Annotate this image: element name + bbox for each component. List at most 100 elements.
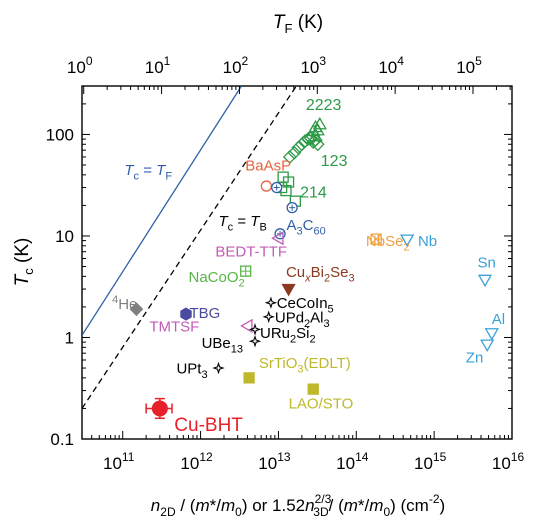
data-point <box>303 131 318 146</box>
marker-shape <box>129 302 144 317</box>
top-tick-label: 105 <box>456 54 482 77</box>
marker-shape <box>248 334 262 348</box>
tc-equals-tf-line <box>82 86 242 336</box>
label-tc-tb: Tc = TB <box>219 213 267 234</box>
top-tick-label: 101 <box>145 54 171 77</box>
label-ube13: UBe13 <box>202 335 243 356</box>
marker-shape <box>281 283 296 297</box>
marker-shape <box>243 372 255 384</box>
x-tick-label: 1012 <box>180 450 213 473</box>
y-tick-label: 1 <box>65 328 74 347</box>
data-point <box>282 150 297 164</box>
marker-shape <box>291 140 306 155</box>
label-cuxbi2se3: CuxBi2Se3 <box>286 264 355 285</box>
marker-shape <box>312 116 327 130</box>
label-al: Al <box>492 311 505 328</box>
data-point <box>248 334 262 348</box>
top-axis-title: TF (K) <box>273 12 323 36</box>
label-srtio3: SrTiO3(EDLT) <box>259 355 351 376</box>
data-point <box>370 233 382 245</box>
reference-lines <box>82 86 297 409</box>
data-point <box>248 323 262 336</box>
label-lao/sto: LAO/STO <box>289 395 354 412</box>
x-axis-title: n2D / (m*/m0) or 1.52n2/3 3D/ (m*/m0) (cm… <box>151 492 445 519</box>
axis-titles: Tc (K) TF (K) n2D / (m*/m0) or 1.52n2/3 3D/… <box>12 12 445 519</box>
label-sn: Sn <box>477 254 495 271</box>
data-point <box>212 361 225 375</box>
label-cu-bht: Cu-BHT <box>174 415 243 436</box>
marker-shape <box>477 274 493 288</box>
top-tick-label: 100 <box>67 54 93 77</box>
data-point <box>271 181 283 194</box>
top-tick-label: 104 <box>378 54 404 77</box>
marker-shape <box>310 137 325 152</box>
marker-shape <box>303 131 318 146</box>
label-2223: 2223 <box>306 97 342 114</box>
marker-shape <box>298 134 313 149</box>
label-baasp: BaAsP <box>245 158 291 175</box>
label-tmtsf: TMTSF <box>149 318 199 335</box>
marker-shape <box>282 150 297 164</box>
marker-shape <box>308 133 323 147</box>
label-cecoin5: CeCoIn5 <box>277 295 334 316</box>
label-bedt-ttf: BEDT-TTF <box>215 243 287 260</box>
marker-shape <box>264 296 278 309</box>
data-point <box>286 202 298 214</box>
top-tick-label: 102 <box>223 54 249 77</box>
data-point <box>240 318 253 334</box>
marker-shape <box>212 361 225 375</box>
data-series <box>129 116 499 420</box>
x-tick-label: 1015 <box>414 450 447 473</box>
marker-shape <box>240 318 253 334</box>
y-tick-label: 100 <box>46 125 74 144</box>
y-tick-label: 10 <box>55 227 74 246</box>
marker-shape <box>180 307 192 321</box>
marker-shape <box>151 400 168 417</box>
data-point <box>484 328 499 341</box>
data-point <box>308 133 323 147</box>
marker-shape <box>307 383 319 395</box>
data-point <box>129 302 144 317</box>
label-nacoo2: NaCoO2 <box>189 269 245 290</box>
x-tick-label: 1011 <box>103 450 135 473</box>
label-uru2si2: URu2Si2 <box>260 325 316 346</box>
data-point <box>400 234 415 247</box>
label-zn: Zn <box>466 349 484 366</box>
label-nbse2: NbSe2 <box>366 233 410 254</box>
marker-shape <box>262 310 275 324</box>
data-point <box>312 116 327 130</box>
data-point <box>281 283 296 297</box>
marker-cross <box>370 233 382 245</box>
y-tick-label: 0.1 <box>50 430 74 449</box>
marker-shape <box>271 231 284 246</box>
label-a3c60: A3C60 <box>287 217 326 238</box>
x-tick-label: 1016 <box>492 450 525 473</box>
data-point <box>240 265 252 277</box>
marker-shape <box>480 339 495 352</box>
data-point <box>307 383 319 395</box>
data-point <box>151 400 168 417</box>
marker-shape <box>260 180 273 192</box>
label-tbg: TBG <box>189 305 220 322</box>
data-point <box>287 145 302 160</box>
data-point <box>243 372 255 384</box>
label-214: 214 <box>300 184 327 201</box>
label-nb: Nb <box>418 233 437 250</box>
data-point <box>260 180 273 192</box>
top-tick-label: 103 <box>300 54 326 77</box>
y-axis-title: Tc (K) <box>12 238 36 287</box>
label-upt3: UPt3 <box>176 361 207 382</box>
marker-shape <box>287 145 302 160</box>
data-point <box>262 310 275 324</box>
label-upd2al3: UPd2Al3 <box>275 310 330 331</box>
data-point <box>271 231 284 246</box>
material-labels: Tc = TF Tc = TB 2223 123 214 BaAsP A3C60BEDT-T… <box>112 97 505 436</box>
label-123: 123 <box>321 153 348 170</box>
data-point <box>180 307 192 321</box>
marker-shape <box>484 328 499 341</box>
x-tick-label: 1013 <box>258 450 291 473</box>
label-tc-tf: Tc = TF <box>124 162 172 183</box>
x-tick-label: 1014 <box>336 450 369 473</box>
data-point <box>310 137 325 152</box>
